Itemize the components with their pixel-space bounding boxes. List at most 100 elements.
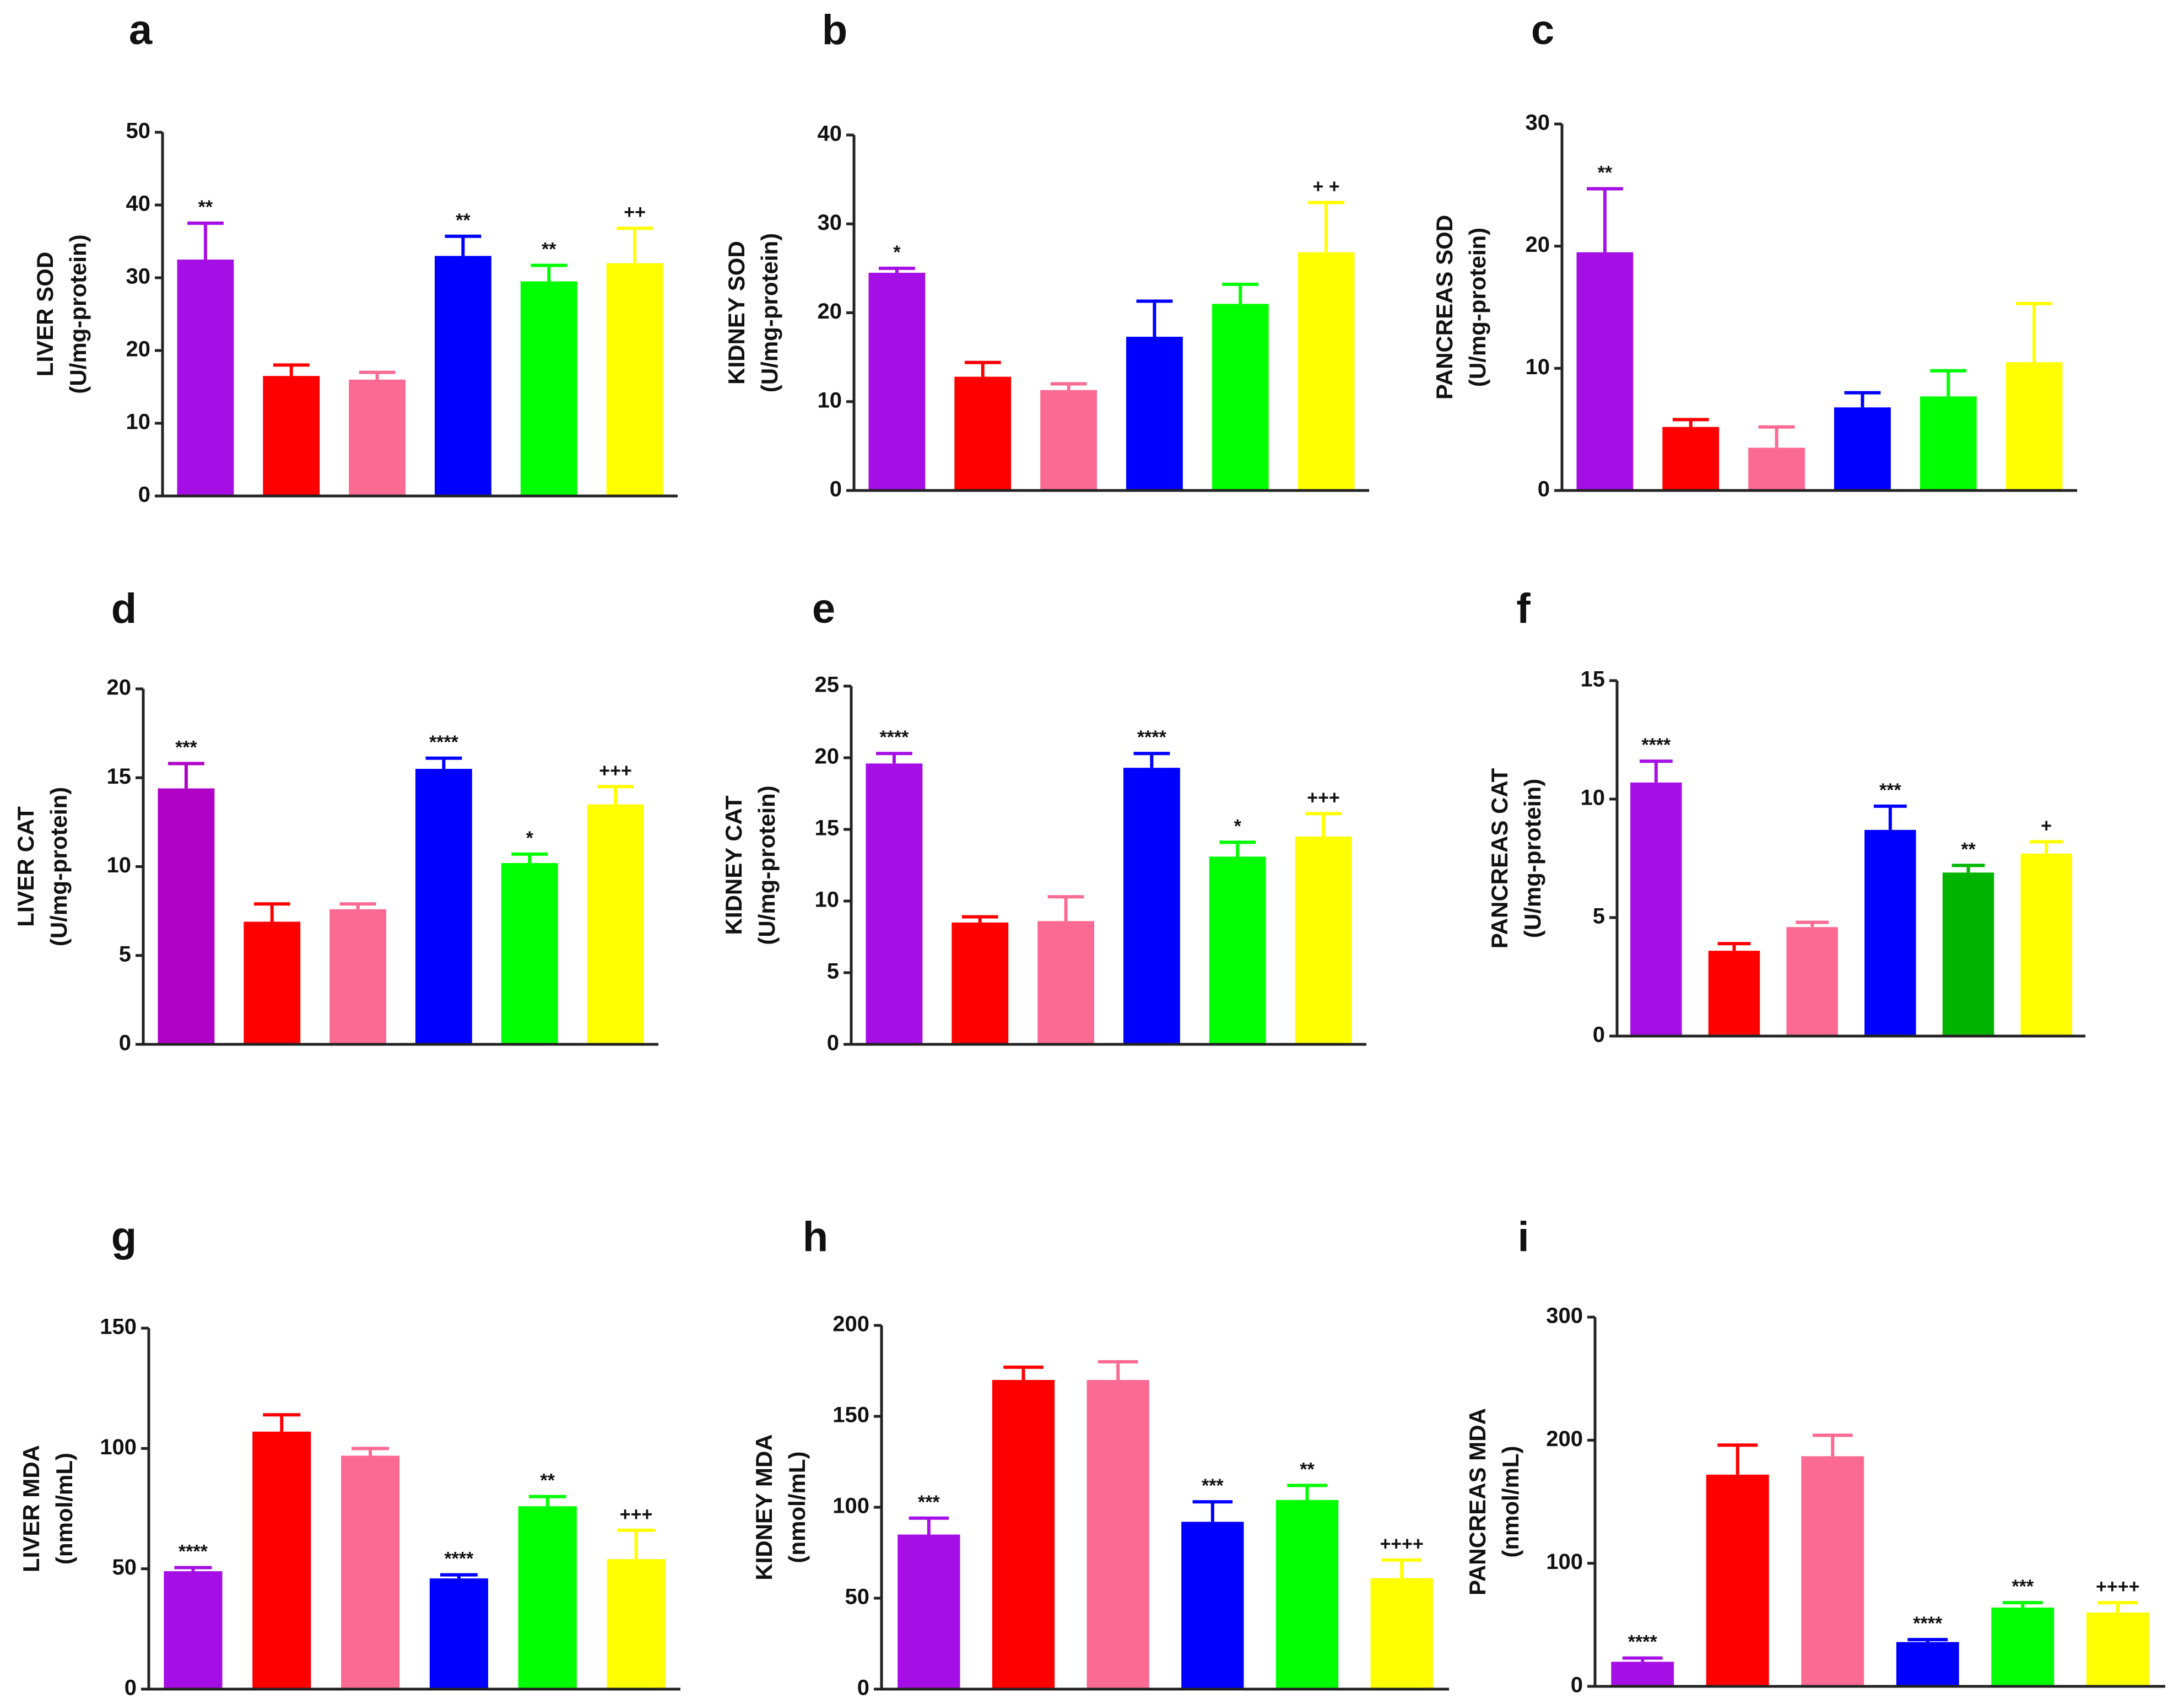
y-tick-label: 150: [832, 1403, 869, 1427]
y-axis-label: (nmol/mL): [51, 1453, 77, 1565]
significance-label: **: [1300, 1459, 1315, 1480]
bar: [1275, 1500, 1339, 1689]
significance-label: **: [1598, 162, 1613, 183]
bar: [606, 263, 663, 496]
y-tick-label: 5: [827, 959, 839, 984]
bar-group: [1786, 920, 1838, 1036]
y-tick-label: 100: [100, 1435, 137, 1459]
y-tick-label: 0: [138, 483, 150, 507]
significance-label: *: [893, 242, 901, 263]
y-axis-label: KIDNEY MDA: [751, 1434, 777, 1580]
significance-label: ***: [1202, 1475, 1224, 1496]
bar: [1576, 252, 1634, 490]
bar: [244, 921, 301, 1044]
panel-letter: e: [812, 585, 835, 632]
significance-label: **: [198, 197, 213, 218]
bar: [1864, 829, 1916, 1036]
y-axis-label: (U/mg-protein): [754, 785, 780, 945]
bar-group: [952, 915, 1009, 1044]
bar: [1834, 407, 1891, 490]
bar-group: ****: [429, 1549, 488, 1689]
bar-group: ++++: [1370, 1534, 1433, 1689]
y-tick-label: 0: [125, 1676, 137, 1700]
bar-group: [341, 1447, 400, 1689]
y-tick-label: 50: [845, 1585, 870, 1609]
bar-group: ****: [1896, 1613, 1959, 1686]
bar-group: [1834, 391, 1891, 490]
bar: [952, 923, 1009, 1044]
y-tick-label: 10: [818, 388, 842, 412]
y-axis-label: (U/mg-protein): [1520, 779, 1545, 938]
significance-label: +: [2041, 815, 2052, 836]
bar: [1920, 396, 1977, 490]
bar-group: ****: [866, 727, 923, 1044]
bar-group: [1086, 1360, 1149, 1689]
y-axis-label: LIVER MDA: [18, 1445, 44, 1572]
y-tick-label: 25: [815, 673, 840, 697]
bar-group: **: [177, 197, 234, 496]
bar-group: [1037, 895, 1095, 1044]
significance-label: ****: [429, 732, 459, 753]
bar-group: ****: [164, 1541, 223, 1689]
y-tick-label: 40: [126, 192, 151, 216]
panel-letter: h: [803, 1214, 828, 1260]
bar-group: + +: [1298, 176, 1355, 490]
bar-group: ***: [158, 737, 215, 1044]
significance-label: *: [1234, 816, 1242, 837]
bar: [1706, 1474, 1769, 1686]
bar-group: ***: [1864, 780, 1916, 1036]
bar: [992, 1380, 1055, 1689]
bar: [434, 256, 491, 496]
bar-group: ***: [898, 1492, 960, 1689]
significance-label: ****: [1641, 735, 1671, 756]
bar: [1212, 304, 1269, 490]
y-tick-label: 50: [126, 119, 151, 143]
bar: [520, 281, 577, 496]
y-tick-label: 10: [815, 888, 840, 912]
bar: [415, 769, 472, 1044]
significance-label: ****: [1913, 1613, 1943, 1634]
y-tick-label: 150: [100, 1315, 137, 1339]
y-axis-label: PANCREAS SOD: [1431, 215, 1457, 400]
bar: [329, 909, 387, 1044]
bar-group: ***: [1181, 1475, 1244, 1689]
bar-group: ****: [1630, 735, 1682, 1036]
bar: [1630, 782, 1682, 1036]
y-axis-label: (nmol/mL): [784, 1452, 810, 1563]
y-tick-label: 100: [1546, 1550, 1583, 1574]
y-tick-label: 20: [818, 299, 842, 323]
bar-group: [1748, 425, 1805, 490]
bar: [587, 804, 644, 1044]
y-axis-label: KIDNEY SOD: [723, 241, 749, 385]
y-tick-label: 200: [832, 1312, 869, 1336]
y-tick-label: 0: [830, 477, 842, 502]
y-axis-label: PANCREAS CAT: [1486, 768, 1512, 948]
bar: [2020, 853, 2072, 1036]
y-tick-label: 100: [832, 1494, 869, 1518]
bar-group: ****: [1611, 1632, 1674, 1686]
bar-group: [244, 902, 301, 1044]
y-tick-label: 50: [112, 1555, 137, 1579]
significance-label: **: [542, 239, 556, 260]
bar-group: ***: [1991, 1576, 2055, 1686]
bar: [341, 1455, 400, 1689]
y-tick-label: 0: [119, 1031, 131, 1055]
y-tick-label: 300: [1546, 1304, 1583, 1328]
panel-letter: c: [1531, 7, 1554, 53]
significance-label: ++: [624, 202, 646, 223]
bar-group: [1126, 299, 1183, 490]
bar-group: ****: [1123, 727, 1180, 1044]
y-axis-label: PANCREAS MDA: [1464, 1408, 1490, 1595]
bar-group: [1706, 1443, 1769, 1686]
y-axis-label: (U/mg-protein): [1464, 228, 1490, 387]
y-tick-label: 10: [107, 853, 132, 877]
y-tick-label: 15: [107, 764, 132, 789]
bar-group: [263, 363, 320, 496]
bar: [898, 1534, 960, 1689]
panel-a: a LIVER SOD (U/mg-protein) 0 10 20 30 40 50 ** ** *…: [32, 7, 678, 507]
y-tick-label: 0: [857, 1676, 869, 1700]
bar: [1708, 951, 1760, 1036]
y-axis-label: KIDNEY CAT: [721, 795, 747, 935]
